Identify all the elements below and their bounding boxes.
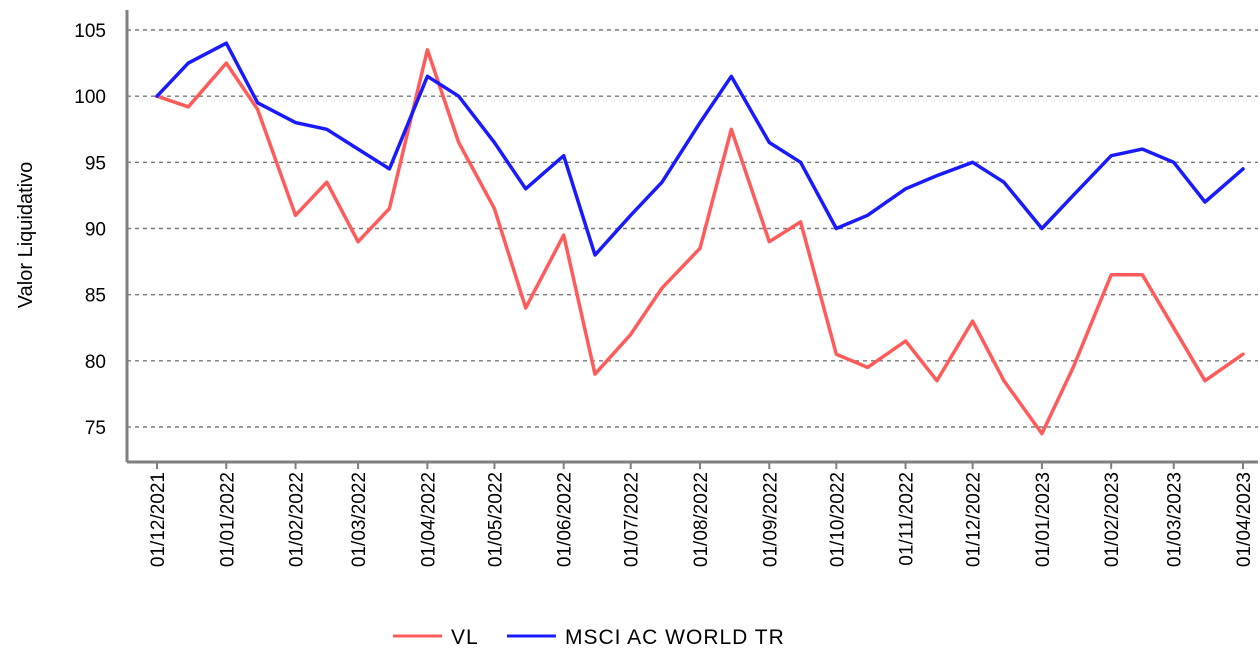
x-tick-label: 01/01/2022 [217, 472, 238, 567]
series-line-msci [155, 41, 1245, 257]
series-line-vl [155, 48, 1245, 436]
x-tick-label: 01/04/2023 [1234, 472, 1255, 567]
y-tick-label: 100 [74, 87, 106, 108]
x-tick-label: 01/10/2022 [827, 472, 848, 567]
x-tick-label: 01/09/2022 [760, 472, 781, 567]
axes [125, 10, 1258, 464]
y-axis-title: Valor Liquidativo [15, 162, 37, 308]
x-tick-label: 01/12/2021 [148, 472, 169, 567]
x-tick-label: 01/02/2022 [287, 472, 308, 567]
x-tick-label: 01/01/2023 [1033, 472, 1054, 567]
x-tick-label: 01/03/2023 [1165, 472, 1186, 567]
legend-label-vl: VL [451, 626, 479, 649]
series-lines [155, 41, 1245, 436]
y-tick-label: 85 [85, 286, 106, 307]
x-tick-label: 01/03/2022 [349, 472, 370, 567]
y-tick-labels: 75 80 85 90 95 100 105 [74, 21, 106, 439]
x-tick-label: 01/11/2022 [897, 472, 918, 566]
x-tick-label: 01/08/2022 [691, 472, 712, 567]
x-tick-label: 01/02/2023 [1102, 472, 1123, 567]
x-tick-label: 01/05/2022 [485, 472, 506, 567]
x-tick-label: 01/06/2022 [555, 472, 576, 567]
gridlines [127, 29, 1258, 428]
y-tick-label: 95 [85, 153, 106, 174]
x-tick-labels: 01/12/2021 01/01/2022 01/02/2022 01/03/2022… [148, 462, 1255, 567]
y-tick-label: 90 [85, 220, 106, 241]
legend: VL MSCI AC WORLD TR [393, 626, 785, 649]
y-tick-label: 105 [74, 21, 106, 42]
x-tick-label: 01/12/2022 [964, 472, 985, 567]
y-tick-label: 75 [85, 418, 106, 439]
x-tick-label: 01/07/2022 [622, 472, 643, 567]
y-tick-label: 80 [85, 352, 106, 373]
x-tick-label: 01/04/2022 [418, 472, 439, 567]
legend-label-msci: MSCI AC WORLD TR [565, 626, 785, 649]
